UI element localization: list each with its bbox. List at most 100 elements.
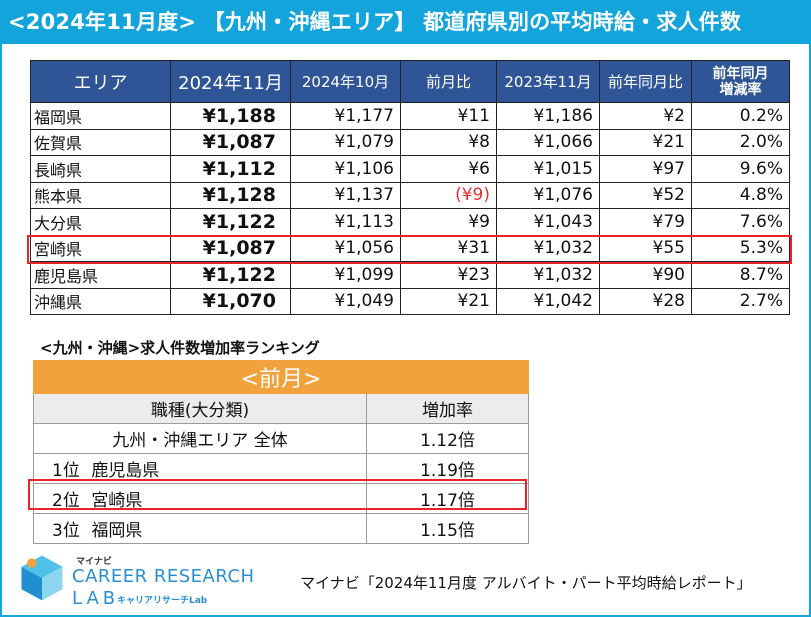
cell-2023-11: ¥1,186	[496, 102, 600, 130]
cell-yoy: ¥21	[599, 128, 692, 156]
overall-rate: 1.12倍	[366, 423, 529, 454]
cell-yoy: ¥90	[599, 261, 692, 289]
cell-yoy-rate: 8.7%	[691, 261, 790, 289]
cell-2024-11: ¥1,128	[170, 181, 291, 209]
cell-mom: ¥8	[400, 128, 497, 156]
cell-yoy-rate: 7.6%	[691, 208, 790, 236]
cell-yoy: ¥55	[599, 234, 692, 262]
cell-2024-10: ¥1,099	[290, 261, 401, 289]
logo-brand-small: マイナビ	[76, 557, 112, 567]
ranking-header-row: 職種(大分類) 増加率	[33, 393, 529, 424]
cell-yoy-rate: 0.2%	[691, 102, 790, 130]
logo-brand-main: CAREER RESEARCH	[72, 566, 255, 587]
ranking-row: 1位 鹿児島県 1.19倍	[33, 453, 529, 484]
cell-mom-negative: (¥9)	[400, 181, 497, 209]
cell-mom: ¥11	[400, 102, 497, 130]
ranking-table: <前月> 職種(大分類) 増加率 九州・沖縄エリア 全体 1.12倍 1位 鹿児…	[33, 360, 529, 544]
rank-rate: 1.17倍	[366, 483, 529, 514]
col-2024-10: 2024年10月	[290, 60, 401, 103]
cell-mom: ¥6	[400, 155, 497, 183]
rank-name: 福岡県	[91, 521, 143, 541]
table-row: 福岡県 ¥1,188 ¥1,177 ¥11 ¥1,186 ¥2 0.2%	[30, 102, 790, 130]
table-row: 長崎県 ¥1,112 ¥1,106 ¥6 ¥1,015 ¥97 9.6%	[30, 155, 790, 183]
wage-table: エリア 2024年11月 2024年10月 前月比 2023年11月 前年同月比…	[30, 60, 790, 315]
cell-2024-10: ¥1,137	[290, 181, 401, 209]
logo-brand-jp: キャリアリサーチLab	[117, 596, 208, 606]
table-row: 大分県 ¥1,122 ¥1,113 ¥9 ¥1,043 ¥79 7.6%	[30, 208, 790, 236]
ranking-row: 3位 福岡県 1.15倍	[33, 513, 529, 544]
source-citation: マイナビ「2024年11月度 アルバイト・パート平均時給レポート」	[300, 574, 752, 592]
cell-2024-10: ¥1,056	[290, 234, 401, 262]
cell-2024-11: ¥1,188	[170, 102, 291, 130]
ranking-overall-row: 九州・沖縄エリア 全体 1.12倍	[33, 423, 529, 454]
col-yoy: 前年同月比	[599, 60, 692, 103]
rank-position: 3位	[52, 521, 80, 541]
ranking-title: <九州・沖縄>求人件数増加率ランキング	[40, 339, 320, 357]
cell-2023-11: ¥1,015	[496, 155, 600, 183]
rank-rate: 1.19倍	[366, 453, 529, 484]
cell-2024-10: ¥1,079	[290, 128, 401, 156]
cell-2024-11: ¥1,122	[170, 208, 291, 236]
cell-mom: ¥23	[400, 261, 497, 289]
table-row-highlighted: 宮崎県 ¥1,087 ¥1,056 ¥31 ¥1,032 ¥55 5.3%	[30, 234, 790, 262]
cell-area: 熊本県	[30, 181, 171, 209]
col-job-category: 職種(大分類)	[33, 393, 367, 424]
cell-yoy-rate: 5.3%	[691, 234, 790, 262]
cell-2024-11: ¥1,112	[170, 155, 291, 183]
col-area: エリア	[30, 60, 171, 103]
logo-brand-lab: LAB	[72, 588, 120, 609]
cell-yoy-rate: 4.8%	[691, 181, 790, 209]
cell-2024-11: ¥1,087	[170, 128, 291, 156]
ranking-item: 3位 福岡県	[33, 513, 367, 544]
cell-2023-11: ¥1,032	[496, 261, 600, 289]
col-increase-rate: 増加率	[366, 393, 529, 424]
table-row: 熊本県 ¥1,128 ¥1,137 (¥9) ¥1,076 ¥52 4.8%	[30, 181, 790, 209]
ranking-item: 1位 鹿児島県	[33, 453, 367, 484]
cube-logo-icon	[21, 555, 63, 601]
cell-yoy: ¥97	[599, 155, 692, 183]
cell-2024-10: ¥1,177	[290, 102, 401, 130]
cell-yoy-rate: 2.0%	[691, 128, 790, 156]
page-title: <2024年11月度> 【九州・沖縄エリア】 都道府県別の平均時給・求人件数	[0, 0, 811, 44]
cell-yoy-rate: 9.6%	[691, 155, 790, 183]
cell-2023-11: ¥1,032	[496, 234, 600, 262]
cell-area: 大分県	[30, 208, 171, 236]
overall-label: 九州・沖縄エリア 全体	[33, 423, 367, 454]
cell-2024-10: ¥1,113	[290, 208, 401, 236]
col-yoy-rate: 前年同月 増減率	[691, 60, 790, 103]
cell-2023-11: ¥1,076	[496, 181, 600, 209]
col-yoy-rate-line1: 前年同月	[712, 65, 769, 82]
rank-rate: 1.15倍	[366, 513, 529, 544]
table-row: 鹿児島県 ¥1,122 ¥1,099 ¥23 ¥1,032 ¥90 8.7%	[30, 261, 790, 289]
cell-area: 福岡県	[30, 102, 171, 130]
cell-area: 沖縄県	[30, 287, 171, 315]
table-row: 佐賀県 ¥1,087 ¥1,079 ¥8 ¥1,066 ¥21 2.0%	[30, 128, 790, 156]
cell-2024-10: ¥1,049	[290, 287, 401, 315]
cell-2023-11: ¥1,042	[496, 287, 600, 315]
cell-2024-11: ¥1,122	[170, 261, 291, 289]
rank-name: 鹿児島県	[91, 461, 160, 481]
rank-position: 1位	[52, 461, 80, 481]
col-mom: 前月比	[400, 60, 497, 103]
rank-name: 宮崎県	[91, 491, 143, 511]
cell-mom: ¥31	[400, 234, 497, 262]
cell-2024-11: ¥1,087	[170, 234, 291, 262]
cell-area: 鹿児島県	[30, 261, 171, 289]
col-2024-11: 2024年11月	[170, 60, 291, 103]
cell-mom: ¥21	[400, 287, 497, 315]
cell-area: 宮崎県	[30, 234, 171, 262]
cell-yoy: ¥28	[599, 287, 692, 315]
cell-area: 長崎県	[30, 155, 171, 183]
col-yoy-rate-line2: 増減率	[719, 81, 762, 98]
cell-mom: ¥9	[400, 208, 497, 236]
table-row: 沖縄県 ¥1,070 ¥1,049 ¥21 ¥1,042 ¥28 2.7%	[30, 287, 790, 315]
rank-position: 2位	[52, 491, 80, 511]
cell-yoy: ¥79	[599, 208, 692, 236]
cell-yoy-rate: 2.7%	[691, 287, 790, 315]
ranking-period: <前月>	[33, 360, 529, 394]
cell-2024-11: ¥1,070	[170, 287, 291, 315]
cell-2023-11: ¥1,043	[496, 208, 600, 236]
cell-2023-11: ¥1,066	[496, 128, 600, 156]
cell-area: 佐賀県	[30, 128, 171, 156]
ranking-item: 2位 宮崎県	[33, 483, 367, 514]
